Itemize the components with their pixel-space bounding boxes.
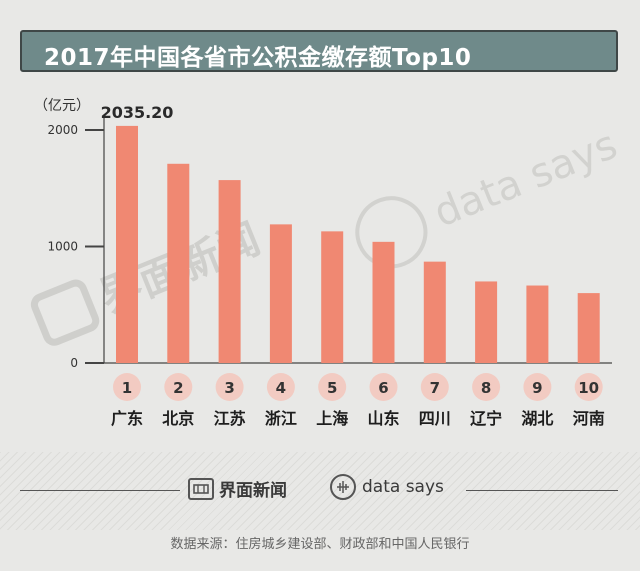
category-label: 广东 [111,409,143,428]
datasays-brand-text: data says [362,477,444,497]
category-label: 浙江 [265,409,297,428]
rank-label: 1 [122,379,132,397]
y-tick-label: 2000 [47,123,78,137]
bar-辽宁 [475,281,498,363]
title-banner: 2017年中国各省市公积金缴存额Top10 [20,30,618,72]
rank-label: 7 [430,379,440,397]
category-label: 湖北 [521,409,553,428]
y-tick-label: 0 [70,356,78,370]
jiemian-watermark-icon [30,279,100,346]
rank-label: 9 [532,379,542,397]
bar-河南 [577,293,600,363]
bar-北京 [167,163,190,363]
data-source-note: 数据来源：住房城乡建设部、财政部和中国人民银行 [170,537,470,552]
rank-label: 2 [173,379,183,397]
rank-label: 10 [578,379,599,397]
rank-label: 5 [327,379,337,397]
footer-divider-left [20,490,180,491]
datasays-brand: data says [330,474,444,500]
rank-circle [472,373,501,401]
rank-circle [523,373,552,401]
bar-浙江 [269,224,292,363]
rank-circle [266,373,295,401]
footer-stripe [0,452,640,530]
datasays-watermark-icon [355,196,428,269]
value-label: 2035.20 [101,103,174,122]
datasays-logo-icon [330,474,356,500]
bar-江苏 [218,180,241,363]
footer-divider-right [466,490,618,491]
jiemian-brand-text: 界面新闻 [219,481,287,501]
bar-上海 [321,231,344,363]
bar-湖北 [526,285,549,363]
category-label: 江苏 [214,409,246,428]
bar-广东 [116,125,138,363]
y-axis-unit-label: （亿元） [34,98,90,114]
category-label: 辽宁 [470,409,502,428]
rank-label: 8 [481,379,491,397]
bar-山东 [372,241,395,363]
jiemian-logo-icon [188,477,214,500]
chart-title: 2017年中国各省市公积金缴存额Top10 [44,45,472,71]
category-label: 河南 [573,409,605,428]
jiemian-brand: 界面新闻 [188,476,287,501]
rank-label: 6 [378,379,388,397]
bar-四川 [423,261,446,363]
rank-circle [420,373,449,401]
rank-circle [369,373,398,401]
rank-circle [318,373,347,401]
rank-label: 4 [276,379,286,397]
rank-label: 3 [224,379,234,397]
category-label: 北京 [162,409,194,428]
y-tick-label: 1000 [47,240,78,254]
category-label: 四川 [419,409,451,428]
datasays-watermark-text: data says [428,122,624,237]
rank-circle [574,373,603,401]
rank-circle [215,373,244,401]
rank-circle [164,373,193,401]
category-label: 山东 [367,409,399,428]
rank-circle [113,373,141,401]
category-label: 上海 [316,409,348,428]
